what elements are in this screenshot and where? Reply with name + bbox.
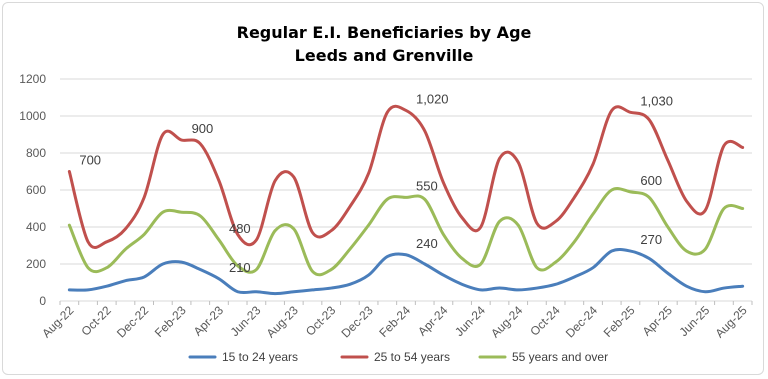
x-tick-label: Feb-25 (601, 303, 638, 340)
legend-label: 55 years and over (512, 350, 608, 364)
data-label: 210 (229, 260, 251, 275)
data-label: 240 (416, 236, 438, 251)
x-tick-label: Dec-23 (338, 303, 375, 340)
data-label: 550 (416, 178, 438, 193)
x-tick-label: Apr-25 (640, 303, 676, 339)
y-tick-label: 1200 (19, 72, 46, 86)
x-tick-label: Feb-24 (376, 303, 413, 340)
x-tick-label: Apr-24 (415, 303, 451, 339)
y-tick-label: 0 (39, 294, 46, 308)
x-tick-label: Oct-23 (303, 303, 339, 339)
y-tick-label: 200 (26, 257, 46, 271)
x-tick-label: Jun-23 (228, 303, 264, 339)
data-label: 480 (229, 221, 251, 236)
y-tick-label: 1000 (19, 109, 46, 123)
data-label: 1,030 (640, 93, 673, 108)
series-line-1 (67, 248, 745, 296)
y-tick-label: 800 (26, 146, 46, 160)
x-tick-label: Aug-25 (713, 303, 750, 340)
chart-title-line: Regular E.I. Beneficiaries by Age (237, 23, 532, 42)
x-tick-label: Feb-23 (152, 303, 189, 340)
data-label: 600 (640, 173, 662, 188)
x-tick-label: Dec-24 (563, 303, 600, 340)
x-tick-label: Oct-24 (527, 303, 563, 339)
x-tick-label: Oct-22 (79, 303, 115, 339)
legend-label: 25 to 54 years (374, 350, 450, 364)
y-tick-label: 400 (26, 220, 46, 234)
series-line-3 (67, 187, 745, 277)
x-tick-label: Dec-22 (114, 303, 151, 340)
x-tick-label: Aug-22 (39, 303, 76, 340)
data-label: 700 (79, 153, 101, 168)
x-tick-label: Jun-25 (677, 303, 713, 339)
x-tick-label: Aug-24 (488, 303, 525, 340)
chart-frame (2, 2, 764, 375)
legend-label: 15 to 24 years (222, 350, 298, 364)
x-tick-label: Apr-23 (191, 303, 227, 339)
x-tick-label: Aug-23 (264, 303, 301, 340)
chart-title-line: Leeds and Grenville (295, 46, 474, 65)
x-tick-label: Jun-24 (452, 303, 488, 339)
y-tick-label: 600 (26, 183, 46, 197)
series-line-2 (67, 104, 745, 249)
data-label: 1,020 (416, 91, 449, 106)
data-label: 900 (192, 121, 214, 136)
data-label: 270 (640, 232, 662, 247)
